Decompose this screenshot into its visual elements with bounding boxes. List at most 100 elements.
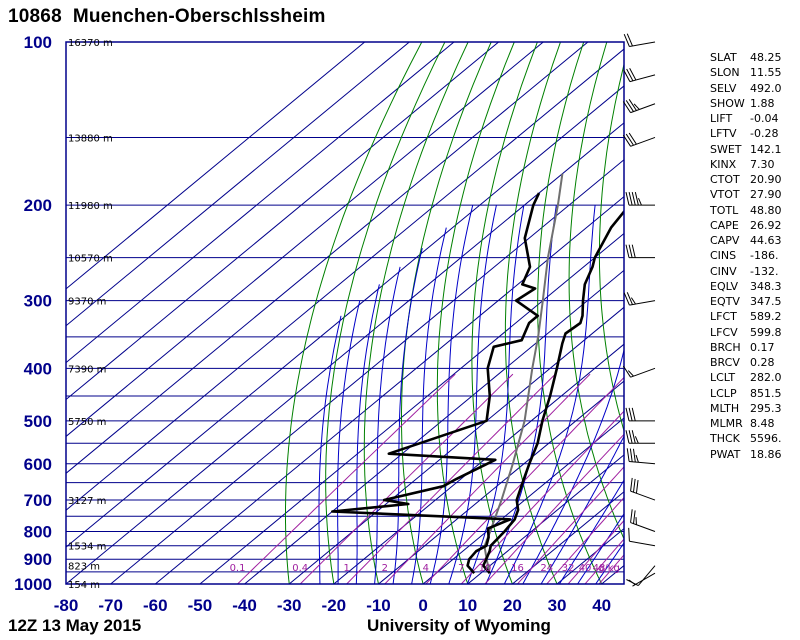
wind-barb [626, 448, 656, 465]
wind-barb [625, 192, 655, 206]
wind-barb-feather [628, 527, 630, 542]
index-row: PWAT 18.86 [710, 447, 798, 462]
mixing-ratio-label: 48 [593, 563, 606, 574]
wind-barb-feather [622, 101, 631, 113]
height-label: 7390 m [68, 364, 106, 375]
isotherm-line [66, 48, 624, 511]
pressure-tick-label: 700 [24, 491, 52, 510]
wind-barb-feather [628, 407, 633, 421]
dry-adiabat-line [285, 42, 423, 584]
index-row: VTOT 27.90 [710, 187, 798, 202]
index-name: EQLV [710, 279, 739, 293]
wind-barb-feather [633, 478, 636, 493]
wind-barb-staff [629, 460, 656, 465]
isotherm-line [243, 269, 624, 584]
wind-barb [623, 33, 656, 48]
moist-adiabat-line [503, 205, 596, 584]
wind-barb-feather [626, 448, 630, 462]
index-name: SHOW [710, 96, 745, 110]
index-value: 599.8 [750, 325, 782, 339]
dry-adiabat-line [325, 42, 446, 584]
height-label: 823 m [68, 562, 100, 573]
index-name: THCK [710, 432, 740, 446]
mixing-ratio-line [567, 519, 624, 584]
mixing-ratio-line [236, 373, 456, 584]
wind-barb [622, 132, 656, 147]
index-value: 142.1 [750, 142, 782, 156]
wind-barb-staff [629, 74, 656, 83]
mixing-ratio-line [598, 554, 624, 584]
wind-barb-feather [625, 244, 630, 258]
moist-adiabat-line [318, 315, 342, 584]
index-row: KINX 7.30 [710, 157, 798, 172]
wind-barb-feather [633, 510, 636, 524]
index-value: 1.88 [750, 96, 775, 110]
mixing-ratio-label: 24 [540, 563, 553, 574]
wind-barb-feather [626, 33, 633, 47]
height-label: 154 m [68, 580, 100, 591]
index-name: LFCT [710, 310, 737, 324]
isotherm-line [154, 195, 624, 584]
index-name: VTOT [710, 188, 740, 202]
wind-barb-feather [628, 244, 633, 258]
index-value: 492.0 [750, 81, 782, 95]
index-row: SLON 11.55 [710, 65, 798, 80]
plot-frame [65, 41, 625, 585]
wind-barb-staff [637, 565, 656, 586]
mixing-ratio-labels: 0.1 0.4 1 2 4 7 10 16 24 32 40 48g/kg [230, 563, 620, 574]
mixing-ratio-label: 2 [382, 563, 388, 574]
height-label: 9370 m [68, 297, 106, 308]
wind-barb-staff [629, 41, 656, 48]
index-value: 8.48 [750, 417, 775, 430]
moist-adiabat-line [448, 205, 497, 584]
mixing-ratio-line [460, 410, 624, 584]
mixing-ratio-label: 32 [562, 563, 575, 574]
temperature-profile-line [481, 209, 624, 575]
station-title: 10868 Muenchen-Oberschlssheim [8, 6, 326, 28]
index-row: LIFT -0.04 [710, 111, 798, 126]
wind-barb-feather [635, 479, 639, 494]
dry-adiabat-line [598, 62, 624, 433]
temperature-tick-label: 20 [503, 596, 522, 615]
index-name: SWET [710, 142, 742, 156]
index-name: CAPE [710, 218, 739, 232]
wind-barb-staff [630, 103, 656, 114]
index-name: MLMR [710, 417, 743, 430]
index-name: CAPV [710, 234, 740, 247]
wind-barb-feather [625, 407, 630, 421]
moist-adiabat-line [576, 512, 624, 584]
index-value: 26.92 [750, 218, 782, 232]
wind-barb-feather [631, 407, 636, 421]
moist-adiabat-line [355, 284, 380, 584]
wind-barb-feather [623, 34, 630, 47]
index-value: 589.2 [750, 310, 782, 324]
moist-adiabat-line [595, 542, 624, 584]
index-name: CINV [710, 264, 737, 278]
mixing-ratio-line [484, 433, 624, 584]
index-row: LFCT 589.2 [710, 309, 798, 324]
mixing-ratio-line [584, 538, 624, 584]
index-row: LCLT 282.0 [710, 370, 798, 385]
wind-barb-feather [625, 133, 634, 146]
isotherm-line [422, 417, 624, 584]
wind-barb [630, 509, 656, 532]
height-label: 11980 m [68, 201, 113, 212]
wind-barb [625, 407, 655, 422]
wind-barb-feather [628, 430, 633, 444]
temperature-tick-label: -60 [143, 596, 168, 615]
index-name: KINX [710, 157, 737, 171]
index-value: 27.90 [750, 188, 782, 202]
mixing-ratio-label: 0.4 [292, 563, 308, 574]
isotherm-line [377, 380, 624, 584]
height-label: 10570 m [68, 254, 113, 265]
index-row: LFCV 599.8 [710, 325, 798, 340]
index-name: SLON [710, 66, 740, 80]
temperature-tick-label: -80 [54, 596, 79, 615]
wind-barb [630, 477, 656, 501]
mixing-ratio-label: 40 [579, 563, 592, 574]
wind-barb-staff [629, 300, 656, 306]
isotherm-line [466, 454, 624, 584]
index-value: 282.0 [750, 371, 782, 385]
wind-barb-feather [630, 477, 633, 492]
